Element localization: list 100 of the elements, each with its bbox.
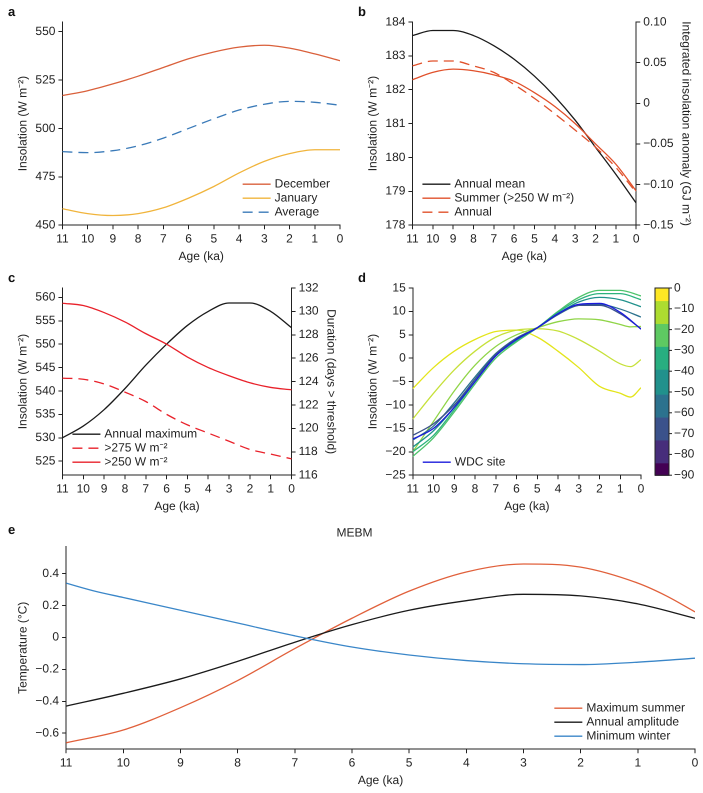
x-tick-label: 1 [616, 482, 624, 496]
line-series [66, 563, 695, 744]
x-tick-label: 7 [160, 232, 168, 246]
color-bar-label: −40 [674, 364, 695, 378]
x-tick-label: 0 [288, 482, 296, 496]
y-tick-label: 184 [385, 14, 406, 28]
x-tick-label: 3 [575, 482, 582, 496]
y2-tick-label: 128 [298, 327, 319, 342]
x-tick-label: 3 [260, 232, 268, 246]
line-series [412, 328, 641, 420]
y-tick-label: −10 [385, 397, 406, 412]
legend-label: Average [274, 204, 320, 219]
y-axis-title: Insolation (W m⁻²) [366, 76, 380, 172]
y-tick-label: 5 [399, 327, 406, 342]
x-tick-label: 2 [286, 232, 294, 246]
y-tick-label: 178 [385, 218, 406, 232]
y-tick-label: 500 [35, 120, 56, 135]
line-series [412, 329, 641, 398]
legend-label: December [274, 176, 330, 191]
x-tick-label: 1 [267, 482, 274, 496]
y2-tick-label: 122 [298, 397, 319, 412]
color-bar-label: −80 [674, 446, 695, 461]
legend-label: Annual [454, 204, 492, 219]
x-tick-label: 6 [510, 232, 518, 246]
x-tick-label: 4 [204, 482, 212, 496]
y-tick-label: 475 [35, 169, 56, 184]
y-tick-label: 550 [35, 336, 56, 350]
y-tick-label: 0.4 [42, 566, 60, 580]
y2-tick-label: 126 [298, 350, 319, 365]
y-tick-label: 0.2 [42, 598, 60, 612]
color-bar-label: −10 [674, 301, 695, 316]
y2-axis-title: Integrated insolation anomaly (GJ m⁻²) [679, 21, 694, 226]
x-tick-label: 5 [534, 482, 541, 496]
y-tick-label: −0.6 [35, 726, 60, 740]
y-tick-label: 560 [35, 290, 56, 304]
x-tick-label: 0 [336, 232, 344, 246]
y-tick-label: 10 [392, 304, 406, 318]
text: e [8, 522, 16, 538]
x-axis-title: Age (ka) [358, 773, 404, 788]
y-tick-label: 535 [35, 406, 56, 421]
x-tick-label: 8 [122, 482, 129, 496]
x-axis-title: Age (ka) [502, 249, 548, 264]
y2-tick-label: 124 [298, 374, 319, 388]
line-series [62, 44, 340, 96]
x-tick-label: 0 [638, 482, 645, 496]
x-tick-label: 0 [692, 756, 699, 770]
line-series [62, 302, 292, 390]
line-series [412, 318, 641, 452]
legend-label: WDC site [454, 454, 506, 469]
x-tick-label: 8 [234, 756, 242, 770]
legend-label: January [274, 190, 318, 205]
x-tick-label: 2 [592, 232, 600, 246]
x-tick-label: 5 [184, 482, 192, 496]
x-tick-label: 7 [490, 232, 498, 246]
legend-label: >250 W m⁻² [104, 454, 168, 469]
legend-label: Summer (>250 W m⁻²) [454, 190, 574, 205]
y2-tick-label: 116 [298, 468, 318, 482]
x-tick-label: 7 [291, 756, 298, 770]
y-tick-label: 181 [385, 116, 406, 130]
legend-label: Annual mean [454, 176, 526, 191]
x-tick-label: 2 [246, 482, 254, 496]
x-tick-label: 9 [177, 756, 184, 770]
x-tick-label: 10 [426, 482, 440, 496]
y2-tick-label: 0.10 [643, 14, 667, 28]
x-tick-label: 5 [531, 232, 538, 246]
color-bar-label: −50 [674, 384, 695, 398]
x-tick-label: 1 [612, 232, 620, 246]
y2-axis-title: Duration (days > threshold) [324, 309, 338, 454]
y-tick-label: 450 [35, 218, 56, 232]
text: b [358, 4, 366, 20]
x-tick-label: 2 [596, 482, 604, 496]
y-tick-label: 0 [52, 630, 60, 644]
y2-tick-label: 0.05 [643, 54, 667, 69]
legend-label: >275 W m⁻² [104, 440, 168, 455]
y2-tick-label: 120 [298, 420, 319, 435]
x-tick-label: 4 [236, 232, 243, 246]
x-tick-label: 3 [572, 232, 579, 246]
y2-tick-label: 130 [298, 304, 319, 318]
y-tick-label: 530 [35, 430, 56, 444]
x-tick-label: 11 [56, 482, 69, 496]
x-tick-label: 6 [163, 482, 170, 496]
y2-tick-label: 0 [643, 96, 650, 110]
y-tick-label: −5 [392, 374, 406, 388]
color-bar-label: −60 [674, 405, 695, 420]
chart-title: MEBM [336, 526, 373, 540]
y-tick-label: 15 [392, 280, 406, 294]
y-axis-title: Insolation (W m⁻²) [366, 334, 380, 430]
x-tick-label: 10 [116, 756, 130, 770]
y-tick-label: 525 [35, 72, 56, 86]
x-axis-title: Age (ka) [154, 499, 200, 514]
x-tick-label: 6 [185, 232, 192, 246]
x-tick-label: 2 [577, 756, 584, 770]
text: a [8, 4, 16, 20]
x-tick-label: 11 [56, 232, 69, 246]
x-tick-label: 10 [76, 482, 90, 496]
y-tick-label: 525 [35, 453, 56, 468]
y-tick-label: 183 [385, 48, 406, 62]
legend-label: Maximum summer [586, 700, 686, 715]
legend-label: Annual amplitude [586, 714, 680, 729]
color-bar-label: −90 [674, 468, 695, 482]
